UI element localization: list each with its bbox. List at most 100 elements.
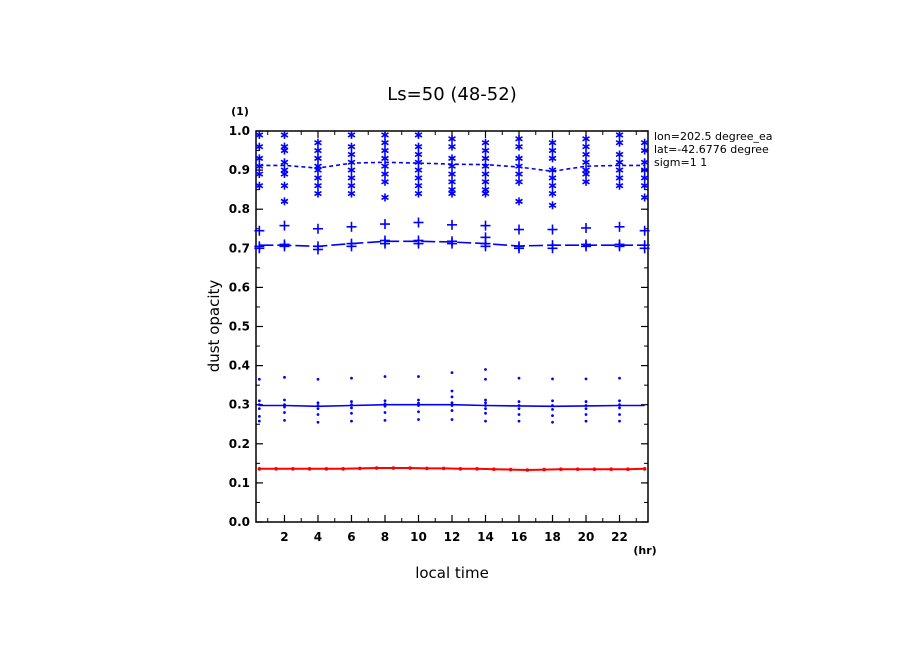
asterisk-point bbox=[640, 158, 649, 167]
asterisk-point bbox=[414, 150, 423, 159]
dot-point bbox=[551, 377, 554, 381]
asterisk-point bbox=[515, 134, 523, 143]
y-tick-label: 0.6 bbox=[229, 280, 250, 294]
asterisk-point bbox=[255, 130, 264, 139]
dot-point bbox=[417, 401, 420, 405]
dot-point bbox=[283, 375, 286, 379]
asterisk-point bbox=[481, 189, 490, 198]
asterisk-point bbox=[347, 173, 356, 182]
asterisk-point bbox=[548, 189, 557, 198]
y-tick-label: 1.0 bbox=[229, 124, 250, 138]
dot-point bbox=[517, 419, 521, 423]
mean-line-marker bbox=[609, 467, 613, 472]
dot-point bbox=[484, 419, 487, 423]
asterisk-point bbox=[448, 134, 456, 143]
dot-point bbox=[417, 410, 420, 414]
asterisk-point bbox=[481, 177, 490, 186]
asterisk-point bbox=[448, 189, 456, 198]
mean-line-marker bbox=[458, 467, 463, 471]
y-tick-label: 0.7 bbox=[229, 241, 250, 255]
mean-line-marker bbox=[492, 467, 496, 472]
dot-point bbox=[350, 400, 353, 403]
dot-point bbox=[417, 398, 420, 402]
dot-point bbox=[316, 377, 320, 381]
asterisk-point bbox=[381, 130, 389, 139]
asterisk-point bbox=[640, 146, 649, 155]
dot-point bbox=[316, 413, 320, 416]
mean-line-solid bbox=[259, 403, 645, 408]
asterisk-point bbox=[381, 154, 389, 163]
plus-point bbox=[547, 224, 558, 235]
dot-point bbox=[618, 419, 621, 423]
plus-point bbox=[614, 241, 625, 252]
y-tick-label: 0.0 bbox=[229, 515, 250, 529]
mean-line-marker bbox=[324, 467, 329, 471]
asterisk-point bbox=[548, 146, 557, 155]
asterisk-point bbox=[381, 146, 389, 155]
asterisk-point bbox=[582, 134, 590, 143]
asterisk-point bbox=[615, 158, 624, 167]
mean-line-marker bbox=[508, 467, 513, 472]
asterisk-point bbox=[314, 189, 322, 198]
dot-point bbox=[551, 407, 554, 411]
mean-line-marker bbox=[475, 467, 479, 471]
dot-point bbox=[257, 377, 261, 381]
dot-point bbox=[484, 368, 487, 371]
plus-point bbox=[514, 224, 525, 235]
x-unit-label: (hr) bbox=[633, 544, 656, 557]
dot-point bbox=[316, 407, 320, 411]
asterisk-point bbox=[481, 170, 490, 179]
asterisk-point bbox=[280, 181, 289, 190]
asterisk-point bbox=[280, 158, 289, 167]
asterisk-point bbox=[640, 173, 649, 182]
asterisk-point bbox=[615, 130, 624, 139]
dot-point bbox=[484, 407, 487, 411]
dot-point bbox=[618, 406, 621, 410]
asterisk-point bbox=[347, 150, 356, 159]
info-lat: lat=-42.6776 degree bbox=[654, 143, 769, 156]
dot-point bbox=[257, 415, 261, 418]
asterisk-point bbox=[640, 181, 649, 190]
asterisk-point bbox=[615, 181, 624, 190]
asterisk-point bbox=[347, 142, 356, 151]
asterisk-point bbox=[414, 181, 423, 190]
asterisk-point bbox=[448, 154, 456, 163]
dot-point bbox=[283, 418, 286, 422]
y-tick-label: 0.4 bbox=[229, 359, 250, 373]
plus-point bbox=[254, 243, 265, 254]
dot-point bbox=[283, 411, 286, 414]
asterisk-point bbox=[548, 166, 557, 175]
asterisk-point bbox=[582, 158, 590, 167]
dot-point bbox=[450, 409, 454, 412]
dot-point bbox=[383, 375, 387, 378]
asterisk-point bbox=[347, 158, 356, 167]
asterisk-point bbox=[640, 138, 649, 147]
plus-point bbox=[639, 225, 650, 236]
y-unit-label: (1) bbox=[231, 105, 249, 118]
dot-point bbox=[517, 413, 521, 416]
dot-point bbox=[450, 389, 454, 393]
dot-point bbox=[484, 377, 487, 381]
x-tick-label: 8 bbox=[381, 530, 389, 544]
asterisk-point bbox=[381, 170, 389, 179]
dot-point bbox=[417, 375, 420, 378]
asterisk-point bbox=[548, 173, 557, 182]
dot-point bbox=[618, 376, 621, 380]
asterisk-point bbox=[414, 130, 423, 139]
x-tick-label: 14 bbox=[477, 530, 494, 544]
dot-point bbox=[383, 399, 387, 403]
dot-point bbox=[618, 399, 621, 403]
mean-line-marker bbox=[559, 467, 563, 472]
asterisk-point bbox=[582, 142, 590, 151]
plus-point bbox=[413, 238, 424, 249]
y-tick-label: 0.5 bbox=[229, 320, 250, 334]
x-tick-label: 22 bbox=[611, 530, 628, 544]
asterisk-point bbox=[347, 130, 356, 139]
dot-point bbox=[584, 377, 588, 381]
asterisk-point bbox=[280, 146, 289, 155]
mean-line-short-dash bbox=[259, 161, 645, 173]
asterisk-point bbox=[481, 154, 490, 163]
asterisk-point bbox=[548, 138, 557, 147]
asterisk-point bbox=[314, 146, 322, 155]
mean-line-marker bbox=[642, 467, 647, 471]
